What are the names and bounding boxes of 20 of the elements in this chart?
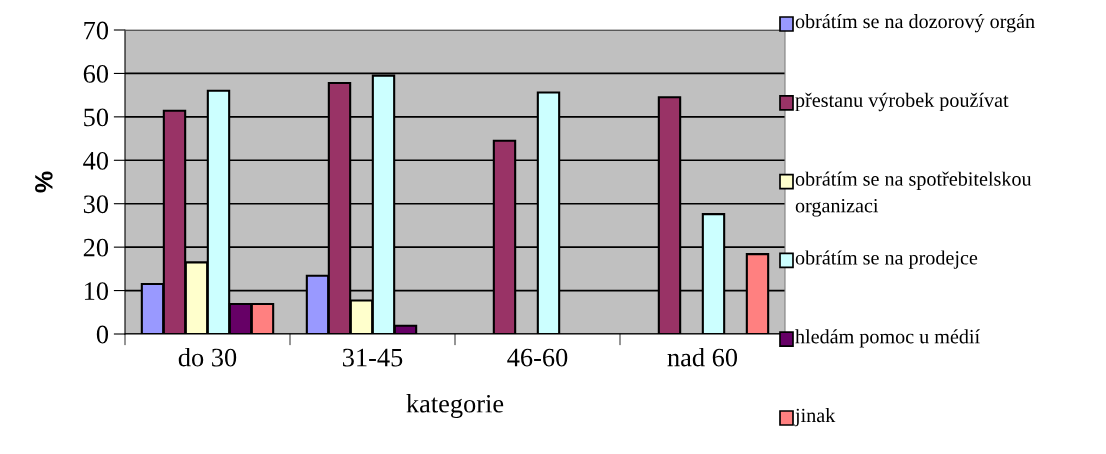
y-tick-label: 30 — [83, 195, 109, 214]
x-axis-title: kategorie — [406, 394, 504, 419]
x-tick-label: nad 60 — [667, 347, 738, 367]
y-tick-label: 20 — [83, 238, 109, 257]
legend-label: přestanu výrobek používat — [795, 92, 1009, 112]
x-tick-label: 31-45 — [342, 348, 403, 367]
y-tick-label: 70 — [84, 21, 109, 40]
legend-label: obrátím se na dozorový orgán — [795, 14, 1035, 33]
y-tick-label: 40 — [83, 151, 109, 170]
y-tick-label: 0 — [96, 325, 109, 344]
y-tick-label: 60 — [83, 65, 109, 83]
x-tick-label: 46-60 — [507, 348, 568, 367]
y-axis-title: % — [35, 171, 53, 193]
legend-label: jinak — [794, 408, 836, 427]
legend-label: hledám pomoc u médií — [795, 329, 980, 348]
legend-label: obrátím se na spotřebitelskou organizaci — [795, 171, 1032, 217]
x-tick-label: do 30 — [178, 347, 237, 367]
legend-label: obrátím se na prodejce — [795, 250, 978, 269]
y-tick-label: 50 — [84, 108, 109, 127]
y-tick-label: 10 — [84, 282, 109, 300]
